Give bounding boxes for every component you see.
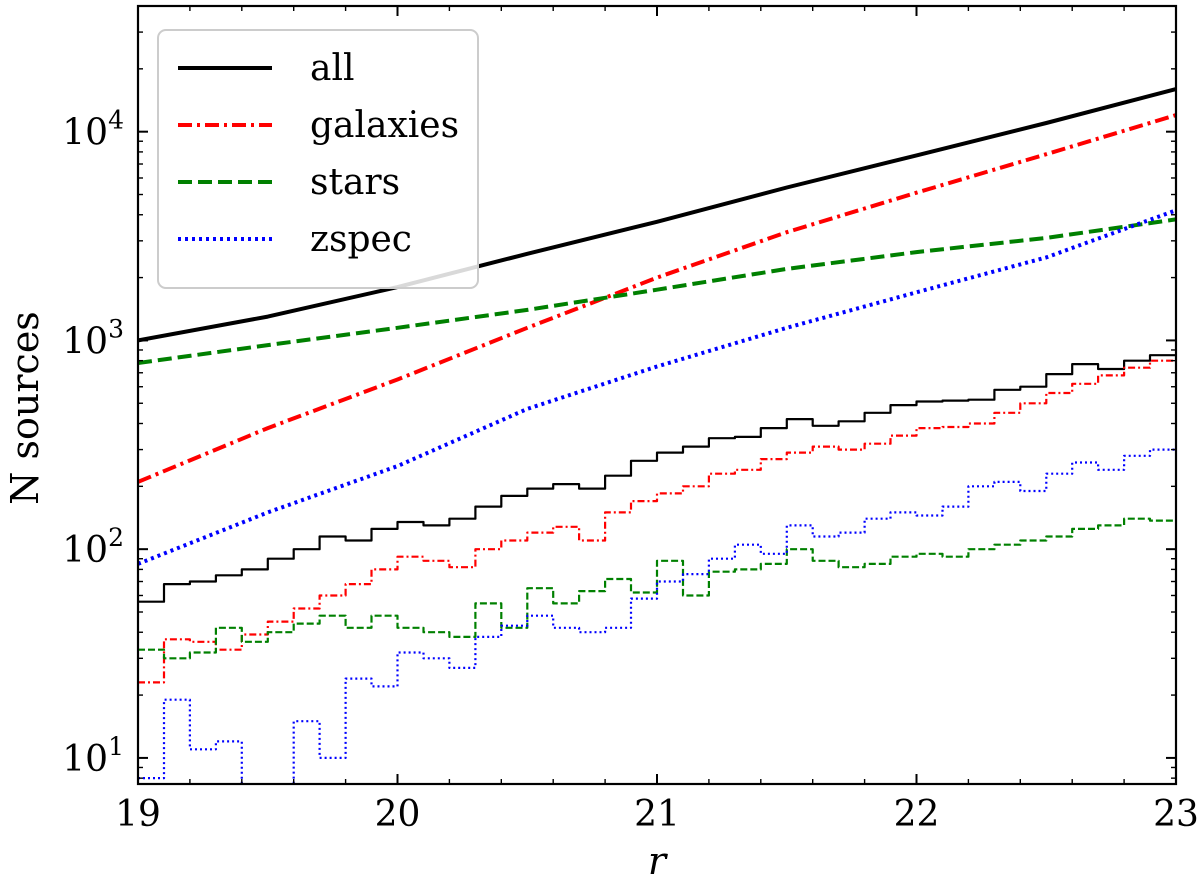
cumulative-line-galaxies xyxy=(138,113,1176,484)
histogram-series-7 xyxy=(138,448,1176,784)
y-tick-label: 101 xyxy=(62,732,124,780)
x-axis-label: r xyxy=(648,839,669,883)
legend-label-stars: stars xyxy=(310,162,400,203)
legend-label-all: all xyxy=(310,48,355,89)
legend-label-galaxies: galaxies xyxy=(310,105,459,146)
plot-frame xyxy=(136,4,1178,786)
cumulative-line-stars xyxy=(138,217,1176,365)
legend-label-zspec: zspec xyxy=(310,219,412,260)
tick-labels-layer: 19 20 21 22 23 101 102 103 104 xyxy=(62,106,1199,835)
legend: all galaxies stars zspec xyxy=(157,29,479,289)
legend-box xyxy=(157,29,479,289)
series-layer xyxy=(138,87,1176,784)
y-tick-label: 103 xyxy=(62,314,124,362)
x-tick-label: 21 xyxy=(634,794,680,835)
y-tick-label: 104 xyxy=(62,106,124,154)
x-tick-label: 23 xyxy=(1153,794,1199,835)
y-tick-label: 102 xyxy=(62,523,124,571)
y-axis-label: N sources xyxy=(3,311,47,505)
histogram-series-4 xyxy=(138,354,1176,603)
x-tick-label: 20 xyxy=(375,794,421,835)
histogram-series-6 xyxy=(138,517,1176,660)
cumulative-line-all xyxy=(138,87,1176,343)
x-tick-label: 22 xyxy=(894,794,940,835)
cumulative-line-zspec xyxy=(138,208,1176,566)
x-tick-label: 19 xyxy=(115,794,161,835)
